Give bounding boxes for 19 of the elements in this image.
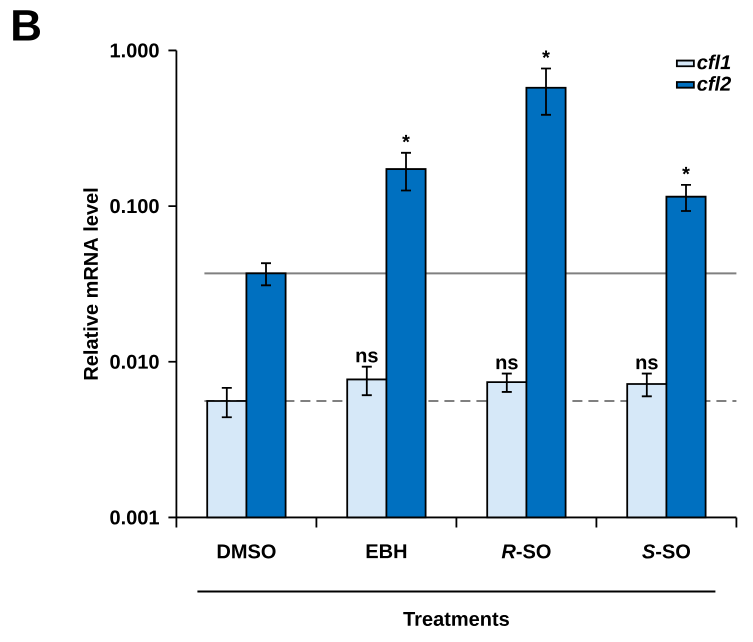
chart-title: B (13, 10, 40, 40)
legend-label: cfl2 (697, 76, 732, 91)
x-tick-label: S-SO (642, 544, 690, 558)
y-tick-label: 1.000 (110, 43, 159, 58)
x-axis-title: Treatments (403, 612, 509, 626)
annotation: * (402, 134, 410, 142)
y-tick-label: 0.001 (110, 510, 159, 525)
x-tick-label: DMSO (218, 544, 276, 558)
y-axis-title: Relative mRNA level (83, 188, 98, 380)
y-tick-label: 0.100 (110, 199, 159, 214)
annotation: ns (356, 352, 378, 362)
annotation: ns (496, 358, 518, 370)
legend-label: cfl1 (697, 54, 730, 70)
x-tick-label: EBH (366, 544, 406, 558)
annotation: * (682, 166, 690, 174)
x-tick-label: R-SO (502, 544, 551, 558)
annotation: * (542, 50, 550, 58)
y-tick-label: 0.010 (110, 354, 159, 369)
annotation: ns (636, 358, 658, 370)
